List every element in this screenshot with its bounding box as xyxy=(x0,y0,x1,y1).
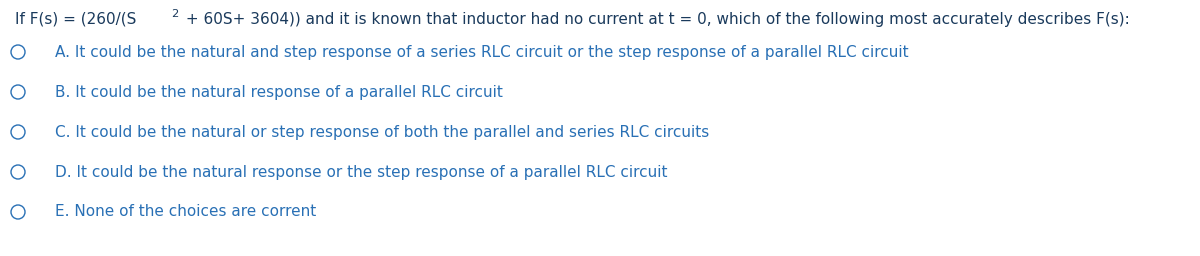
Text: E. None of the choices are corrent: E. None of the choices are corrent xyxy=(55,205,317,219)
Text: + 60S+ 3604)) and it is known that inductor had no current at t = 0, which of th: + 60S+ 3604)) and it is known that induc… xyxy=(181,12,1129,27)
Text: A. It could be the natural and step response of a series RLC circuit or the step: A. It could be the natural and step resp… xyxy=(55,45,908,59)
Text: B. It could be the natural response of a parallel RLC circuit: B. It could be the natural response of a… xyxy=(55,84,503,100)
Text: D. It could be the natural response or the step response of a parallel RLC circu: D. It could be the natural response or t… xyxy=(55,165,667,179)
Text: If F(s) = (260/(S: If F(s) = (260/(S xyxy=(14,12,137,27)
Text: C. It could be the natural or step response of both the parallel and series RLC : C. It could be the natural or step respo… xyxy=(55,124,709,140)
Text: 2: 2 xyxy=(172,9,179,19)
